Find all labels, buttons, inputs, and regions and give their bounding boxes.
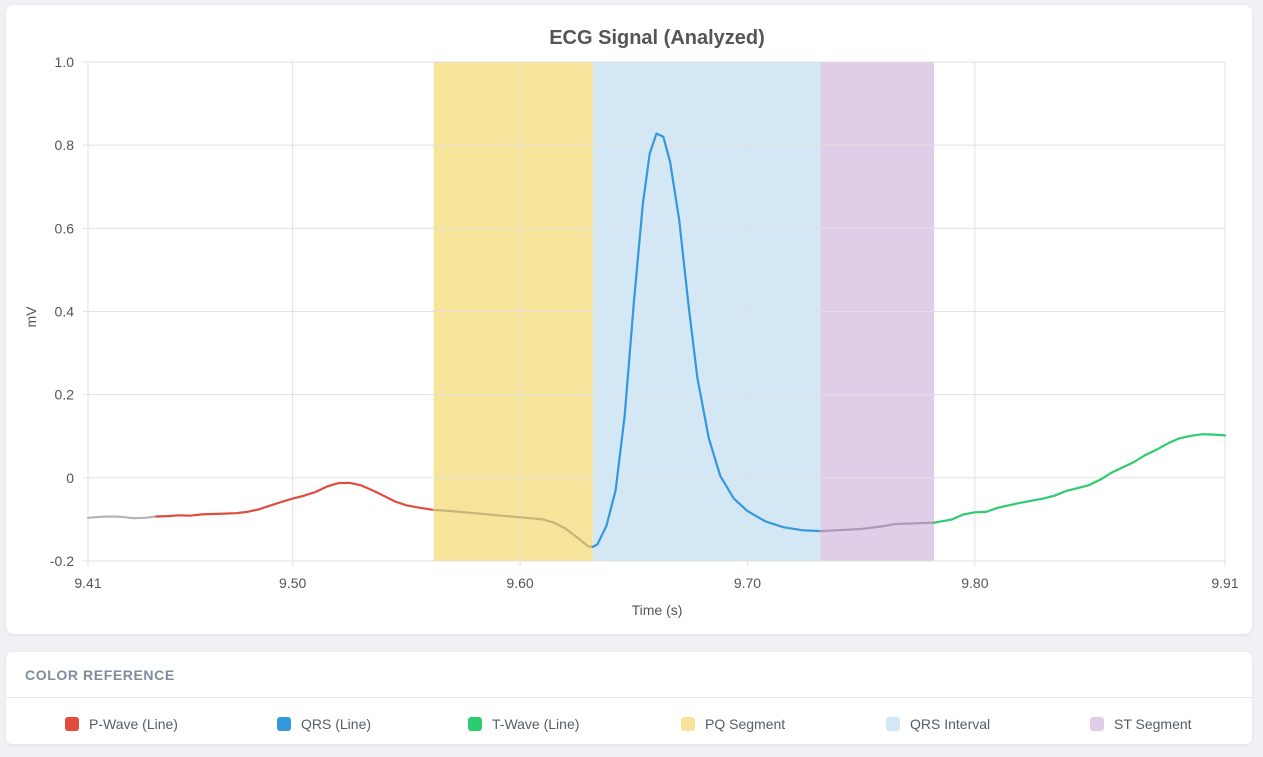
t-wave-swatch xyxy=(468,717,482,731)
legend-item-t-wave: T-Wave (Line) xyxy=(468,714,579,734)
x-tick-label: 9.70 xyxy=(734,575,761,591)
legend-item-qrs: QRS (Line) xyxy=(277,714,371,734)
y-axis-label: mV xyxy=(23,306,39,328)
y-tick-label: -0.2 xyxy=(50,553,74,569)
p-wave-line-series xyxy=(155,481,435,518)
x-tick-label: 9.91 xyxy=(1211,575,1238,591)
x-tick-label: 9.50 xyxy=(279,575,306,591)
axis-layer: 9.41 9.50 9.60 9.70 9.80 9.91 1.0 0.8 0.6 0.4 0.2 0… xyxy=(50,54,1239,591)
legend-label: QRS (Line) xyxy=(301,716,372,732)
x-tick-label: 9.41 xyxy=(74,575,101,591)
y-tick-label: 0.8 xyxy=(55,137,75,153)
qrs-swatch xyxy=(277,717,291,731)
color-reference-panel: COLOR REFERENCE P-Wave (Line) QRS (Line)… xyxy=(6,652,1252,744)
y-tick-label: 0.6 xyxy=(55,220,75,236)
legend-item-pq-segment: PQ Segment xyxy=(681,714,785,734)
pq-segment-swatch xyxy=(681,717,695,731)
chart-card: 9.41 9.50 9.60 9.70 9.80 9.91 1.0 0.8 0.6 0.4 0.2 0… xyxy=(6,5,1252,634)
chart-title: ECG Signal (Analyzed) xyxy=(549,27,765,49)
y-tick-label: 0.2 xyxy=(55,387,75,403)
baseline-series xyxy=(86,515,158,520)
legend-label: QRS Interval xyxy=(910,716,991,732)
p-wave-swatch xyxy=(65,717,79,731)
baseline-series xyxy=(432,508,594,548)
grid-layer xyxy=(83,61,1226,566)
st-segment-swatch xyxy=(1090,717,1104,731)
color-reference-title: COLOR REFERENCE xyxy=(25,667,175,683)
legend-label: ST Segment xyxy=(1114,716,1192,732)
qrs-interval-swatch xyxy=(886,717,900,731)
y-tick-label: 0 xyxy=(66,470,74,486)
baseline-series xyxy=(819,521,935,533)
y-tick-label: 0.4 xyxy=(55,304,75,320)
legend-divider xyxy=(6,697,1252,698)
y-tick-label: 1.0 xyxy=(55,54,75,70)
x-tick-label: 9.80 xyxy=(961,575,988,591)
x-axis-label: Time (s) xyxy=(632,602,683,618)
legend-items: P-Wave (Line) QRS (Line) T-Wave (Line) P… xyxy=(65,714,1252,734)
qrs-line-series xyxy=(591,132,822,548)
legend-item-qrs-interval: QRS Interval xyxy=(886,714,990,734)
t-wave-line-series xyxy=(932,433,1227,524)
series-layer xyxy=(86,132,1227,548)
legend-label: T-Wave (Line) xyxy=(492,716,580,732)
legend-item-p-wave: P-Wave (Line) xyxy=(65,714,178,734)
legend-item-st-segment: ST Segment xyxy=(1090,714,1192,734)
legend-label: P-Wave (Line) xyxy=(89,716,178,732)
ecg-chart: 9.41 9.50 9.60 9.70 9.80 9.91 1.0 0.8 0.6 0.4 0.2 0… xyxy=(23,27,1239,618)
x-tick-label: 9.60 xyxy=(506,575,533,591)
legend-label: PQ Segment xyxy=(705,716,786,732)
